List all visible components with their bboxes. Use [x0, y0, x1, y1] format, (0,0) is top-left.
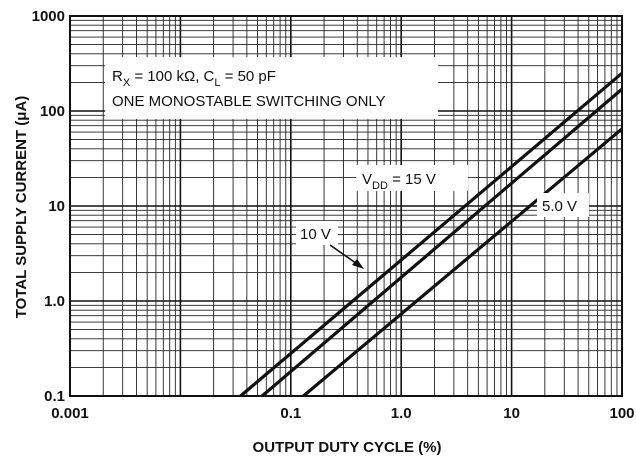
series-line-0: [239, 71, 624, 398]
x-tick-label: 0.1: [280, 405, 301, 422]
x-tick-label: 1.0: [391, 405, 412, 422]
x-tick-label: 100: [609, 405, 634, 422]
y-tick-label: 1000: [32, 8, 65, 25]
arrowhead-10v-icon: [352, 259, 364, 269]
plot-frame: [69, 15, 623, 397]
y-tick-label: 1.0: [44, 293, 65, 310]
series-label-bg-5v: [537, 193, 589, 217]
conditions-line-1: RX = 100 kΩ, CL = 50 pF: [112, 68, 276, 89]
series-label-bg-10v: [296, 221, 338, 245]
x-tick-label: 10: [503, 405, 520, 422]
conditions-box: [105, 57, 438, 119]
y-tick-label: 10: [48, 198, 65, 215]
series-label-bg-15v: [356, 165, 468, 191]
series-line-1: [261, 87, 624, 398]
series-label-15v: VDD = 15 V: [362, 171, 436, 192]
y-tick-label: 0.1: [44, 388, 65, 405]
x-axis-label: OUTPUT DUTY CYCLE (%): [253, 439, 442, 456]
y-axis-label: TOTAL SUPPLY CURRENT (μA): [13, 96, 30, 319]
curves: [239, 71, 624, 398]
series-label-10v: 10 V: [300, 226, 331, 243]
series-line-2: [302, 127, 624, 398]
series-label-5v: 5.0 V: [542, 198, 577, 215]
y-tick-label: 100: [40, 103, 65, 120]
x-tick-label: 0.001: [51, 405, 89, 422]
conditions-line-2: ONE MONOSTABLE SWITCHING ONLY: [112, 93, 386, 110]
